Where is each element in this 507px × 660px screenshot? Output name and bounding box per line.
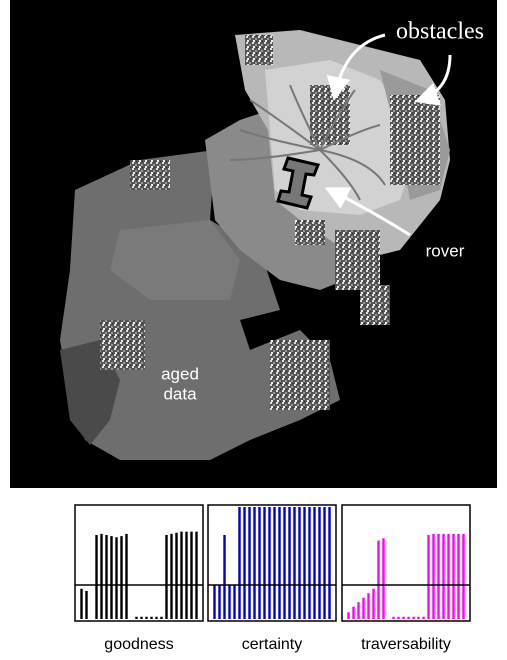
bar: [462, 533, 465, 619]
bar: [248, 507, 251, 619]
bar: [323, 507, 326, 619]
bar: [180, 531, 183, 619]
bar: [347, 612, 350, 619]
bar: [223, 535, 226, 619]
annotation: data: [163, 384, 197, 403]
bar: [402, 616, 405, 619]
bar: [308, 507, 311, 619]
bar: [352, 606, 355, 619]
bar: [155, 616, 158, 619]
bar: [218, 585, 221, 619]
bar: [313, 507, 316, 619]
bar: [170, 533, 173, 619]
chart-label: goodness: [104, 636, 173, 653]
bar: [382, 538, 385, 619]
bar: [160, 616, 163, 619]
bar: [258, 507, 261, 619]
bar: [105, 535, 108, 619]
bar: [293, 507, 296, 619]
bar: [427, 535, 430, 619]
annotation: rover: [426, 241, 465, 260]
bar: [442, 533, 445, 619]
bar: [412, 616, 415, 619]
bar: [422, 616, 425, 619]
map: obstacles rover aged data: [10, 0, 497, 488]
bar: [298, 507, 301, 619]
bar: [243, 507, 246, 619]
bar: [417, 616, 420, 619]
bar: [233, 585, 236, 619]
chart-frame: [74, 504, 204, 622]
bar: [110, 536, 113, 619]
bar: [432, 533, 435, 619]
bar: [268, 507, 271, 619]
bar: [95, 535, 98, 619]
chart-label: traversability: [361, 636, 451, 653]
bar: [273, 507, 276, 619]
bar: [253, 507, 256, 619]
bar: [288, 507, 291, 619]
bar: [283, 507, 286, 619]
bar: [115, 537, 118, 619]
bar: [195, 531, 198, 619]
bar: [328, 507, 331, 619]
bar: [392, 616, 395, 619]
bar: [213, 585, 216, 619]
bar: [407, 616, 410, 619]
bar: [377, 540, 380, 619]
bar: [437, 533, 440, 619]
bar: [175, 532, 178, 619]
bar: [228, 585, 231, 619]
bar: [457, 533, 460, 619]
bar: [357, 602, 360, 619]
bar: [397, 616, 400, 619]
bar: [263, 507, 266, 619]
bar: [452, 533, 455, 619]
bar: [303, 507, 306, 619]
annotation: obstacles: [396, 19, 484, 45]
bar: [85, 591, 88, 619]
bar: [185, 531, 188, 619]
bar: [125, 533, 128, 619]
annotation: aged: [161, 364, 199, 383]
chart-label: certainty: [242, 636, 302, 653]
bar: [278, 507, 281, 619]
bar: [140, 616, 143, 619]
bar: [165, 535, 168, 619]
bar: [318, 507, 321, 619]
chart-frame: [207, 504, 337, 622]
bar: [135, 616, 138, 619]
chart-frame: [341, 504, 471, 622]
bar: [100, 533, 103, 619]
bar: [362, 597, 365, 619]
bar: [150, 616, 153, 619]
bar: [367, 593, 370, 619]
bar: [238, 507, 241, 619]
bar: [190, 531, 193, 619]
bar: [145, 616, 148, 619]
bar: [447, 533, 450, 619]
bar: [120, 536, 123, 619]
bar: [80, 588, 83, 619]
bar: [372, 588, 375, 619]
